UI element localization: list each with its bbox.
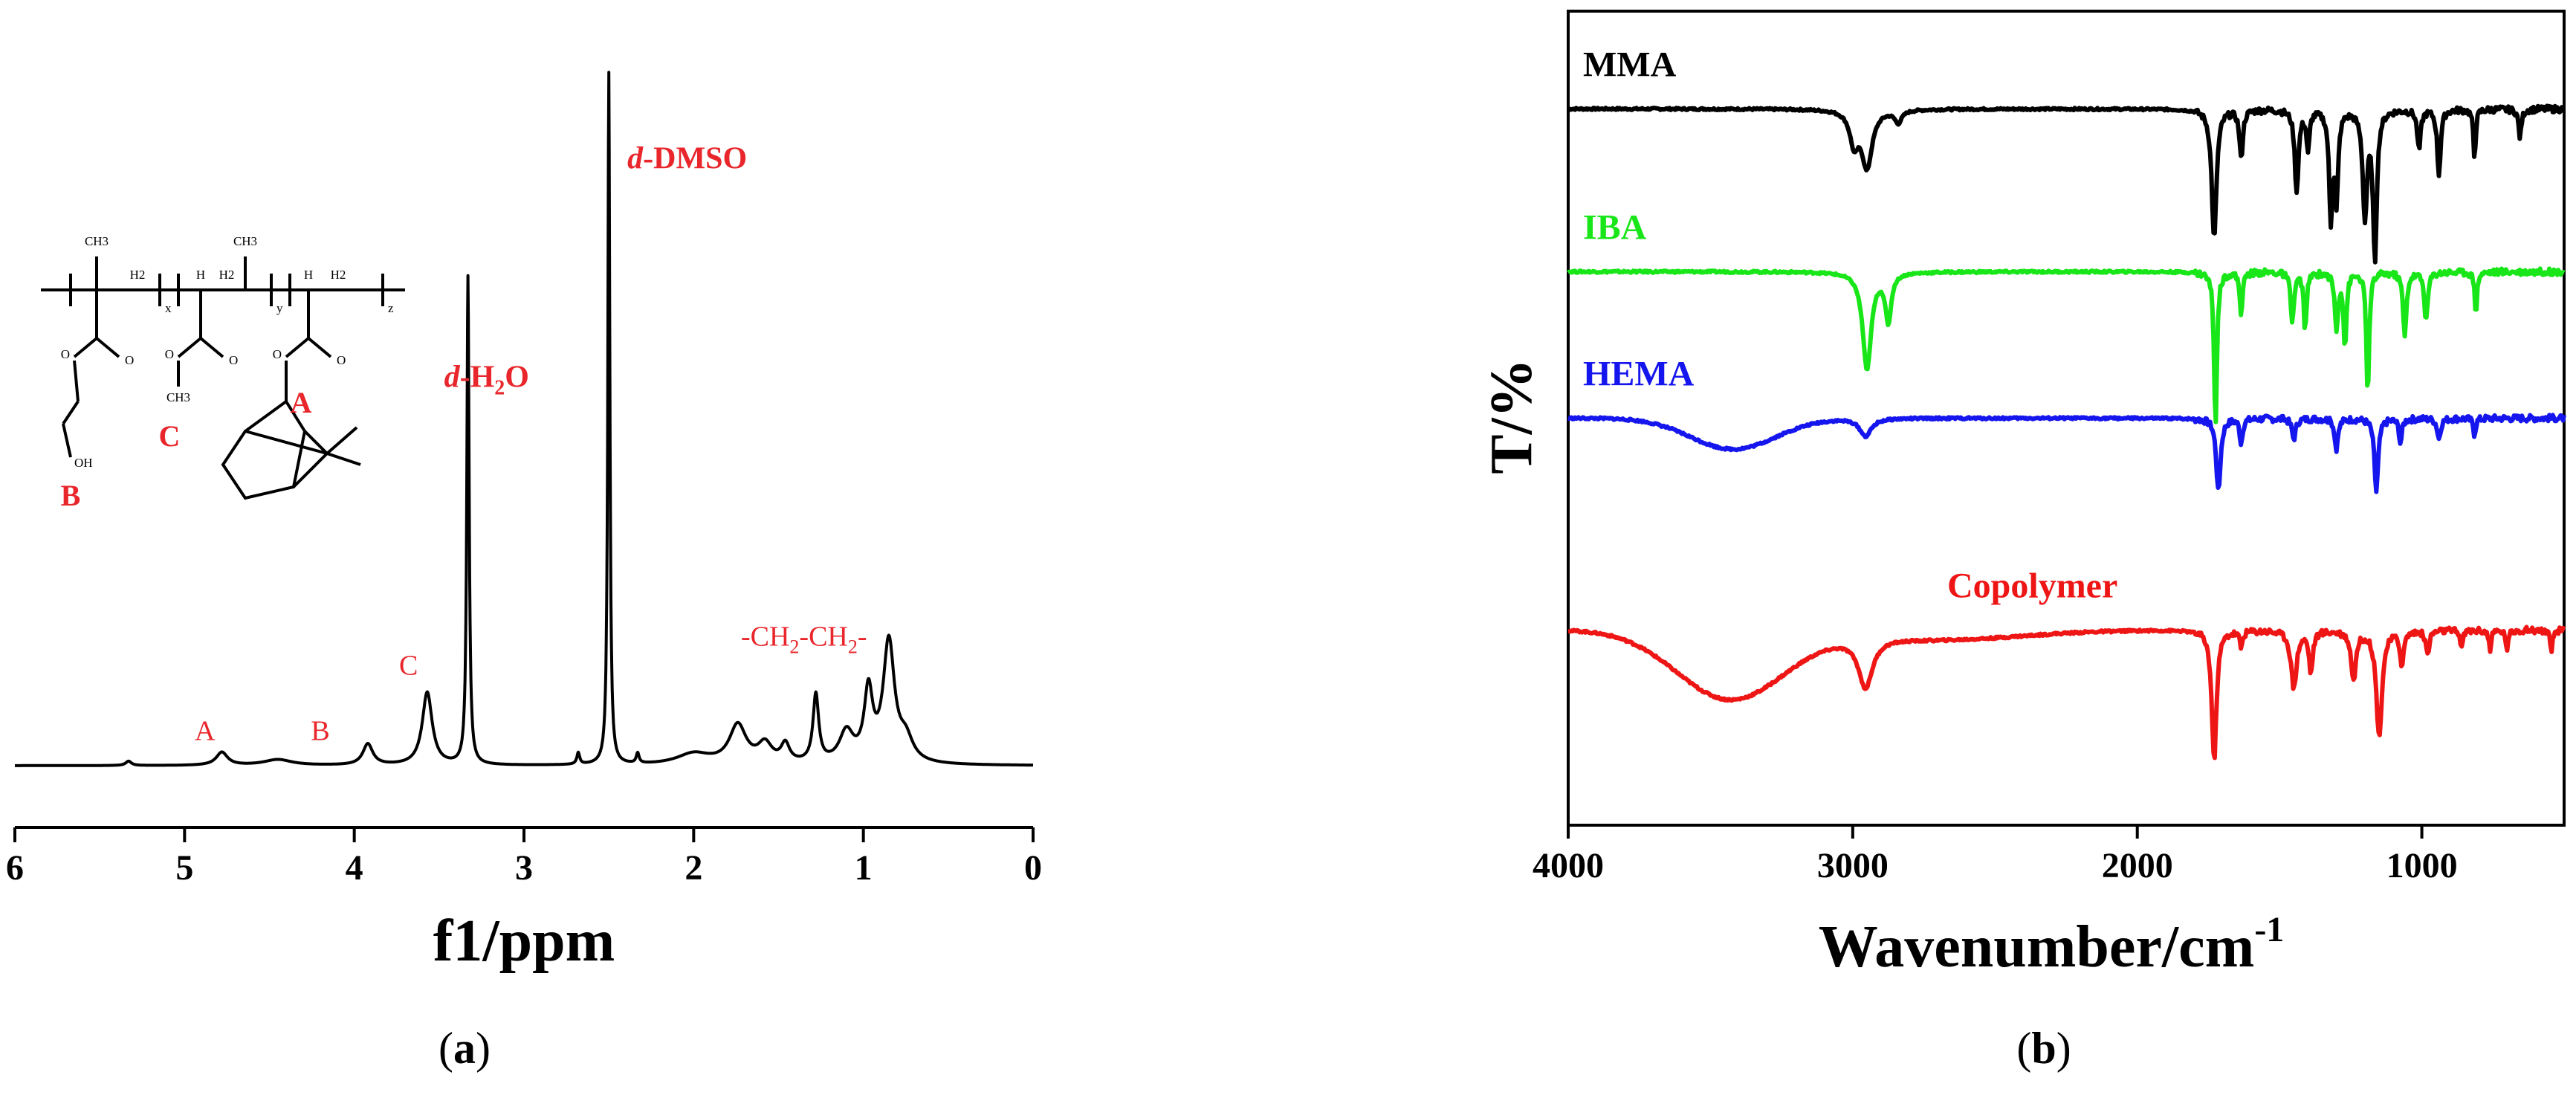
structure-o-label-1: O	[125, 353, 134, 367]
structure-h-label-1: H	[196, 268, 205, 282]
nmr-x-ticks: 6 5 4 3 2 1 0	[6, 827, 1042, 888]
ftir-tick-label: 1000	[2386, 846, 2458, 885]
ftir-x-ticks: 4000 3000 2000 1000	[1533, 825, 2458, 885]
ftir-tick-label: 2000	[2102, 846, 2173, 885]
structure-o-label-2: O	[61, 347, 70, 361]
nmr-tick-label: 1	[855, 848, 873, 888]
ftir-series-mma	[1567, 103, 2566, 265]
ftir-y-axis-title: T/%	[1479, 358, 1544, 474]
nmr-x-axis-title: f1/ppm	[433, 908, 615, 974]
nmr-peak-label-water: d-H2O	[444, 360, 529, 399]
structure-o-label-5: O	[337, 353, 346, 367]
nmr-tick-label: 5	[175, 848, 193, 888]
nmr-peak-label-dmso: d-DMSO	[627, 141, 747, 175]
nmr-tick-label: 3	[515, 848, 533, 888]
copolymer-structure-drawing: CH3 CH3 H2 H2 H2 H H x y z O O O O O O O…	[41, 234, 405, 512]
caption-a: (a)	[438, 1024, 491, 1073]
caption-b: (b)	[2016, 1024, 2071, 1073]
ftir-series-copolymer	[1567, 624, 2566, 761]
structure-label-b: B	[61, 479, 81, 512]
ftir-x-axis-title: Wavenumber/cm-1	[1819, 910, 2285, 980]
nmr-tick-label: 0	[1024, 848, 1042, 888]
ftir-series-label-hema: HEMA	[1583, 355, 1695, 394]
nmr-tick-label: 2	[685, 848, 702, 888]
structure-o-label-3: O	[229, 353, 238, 367]
ftir-series-iba	[1567, 266, 2566, 424]
ftir-panel: 4000 3000 2000 1000 MMA IBA HEMA Copolymer Wav…	[1479, 10, 2566, 1073]
structure-oh-label: OH	[74, 456, 93, 470]
structure-ch3-label-1: CH3	[85, 234, 109, 248]
nmr-tick-label: 4	[346, 848, 363, 888]
structure-h2-label-3: H2	[331, 268, 346, 282]
nmr-peak-label-b: B	[311, 716, 329, 747]
structure-label-a: A	[291, 386, 312, 419]
nmr-panel: 6 5 4 3 2 1 0 f1/ppm A B C d-H2O d-DMSO -CH2-C…	[6, 71, 1042, 1073]
ftir-series-label-iba: IBA	[1583, 208, 1647, 248]
structure-subscript-z: z	[388, 301, 394, 315]
structure-ch3-label-2: CH3	[233, 234, 257, 248]
nmr-tick-label: 6	[6, 848, 24, 888]
structure-h-label-2: H	[304, 268, 313, 282]
structure-o-label-6: O	[273, 347, 282, 361]
nmr-peak-label-ch2: -CH2-CH2-	[741, 621, 867, 657]
ftir-tick-label: 3000	[1817, 846, 1889, 885]
structure-h2-label-2: H2	[219, 268, 235, 282]
ftir-tick-label: 4000	[1533, 846, 1604, 885]
nmr-spectrum-line	[13, 71, 1035, 767]
ftir-series-labels: MMA IBA HEMA Copolymer	[1583, 45, 2117, 606]
structure-o-label-4: O	[165, 347, 174, 361]
nmr-peak-label-c: C	[399, 650, 418, 682]
ftir-series-label-mma: MMA	[1583, 45, 1677, 85]
structure-label-c: C	[159, 419, 181, 453]
nmr-peak-label-a: A	[195, 716, 216, 747]
structure-h2-label-1: H2	[130, 268, 146, 282]
ftir-spectra	[1567, 103, 2566, 761]
ftir-series-label-copolymer: Copolymer	[1947, 566, 2117, 605]
ftir-series-hema	[1567, 413, 2566, 494]
structure-subscript-y: y	[276, 301, 283, 315]
structure-subscript-x: x	[165, 301, 172, 315]
structure-ch3-label-3: CH3	[166, 390, 190, 404]
